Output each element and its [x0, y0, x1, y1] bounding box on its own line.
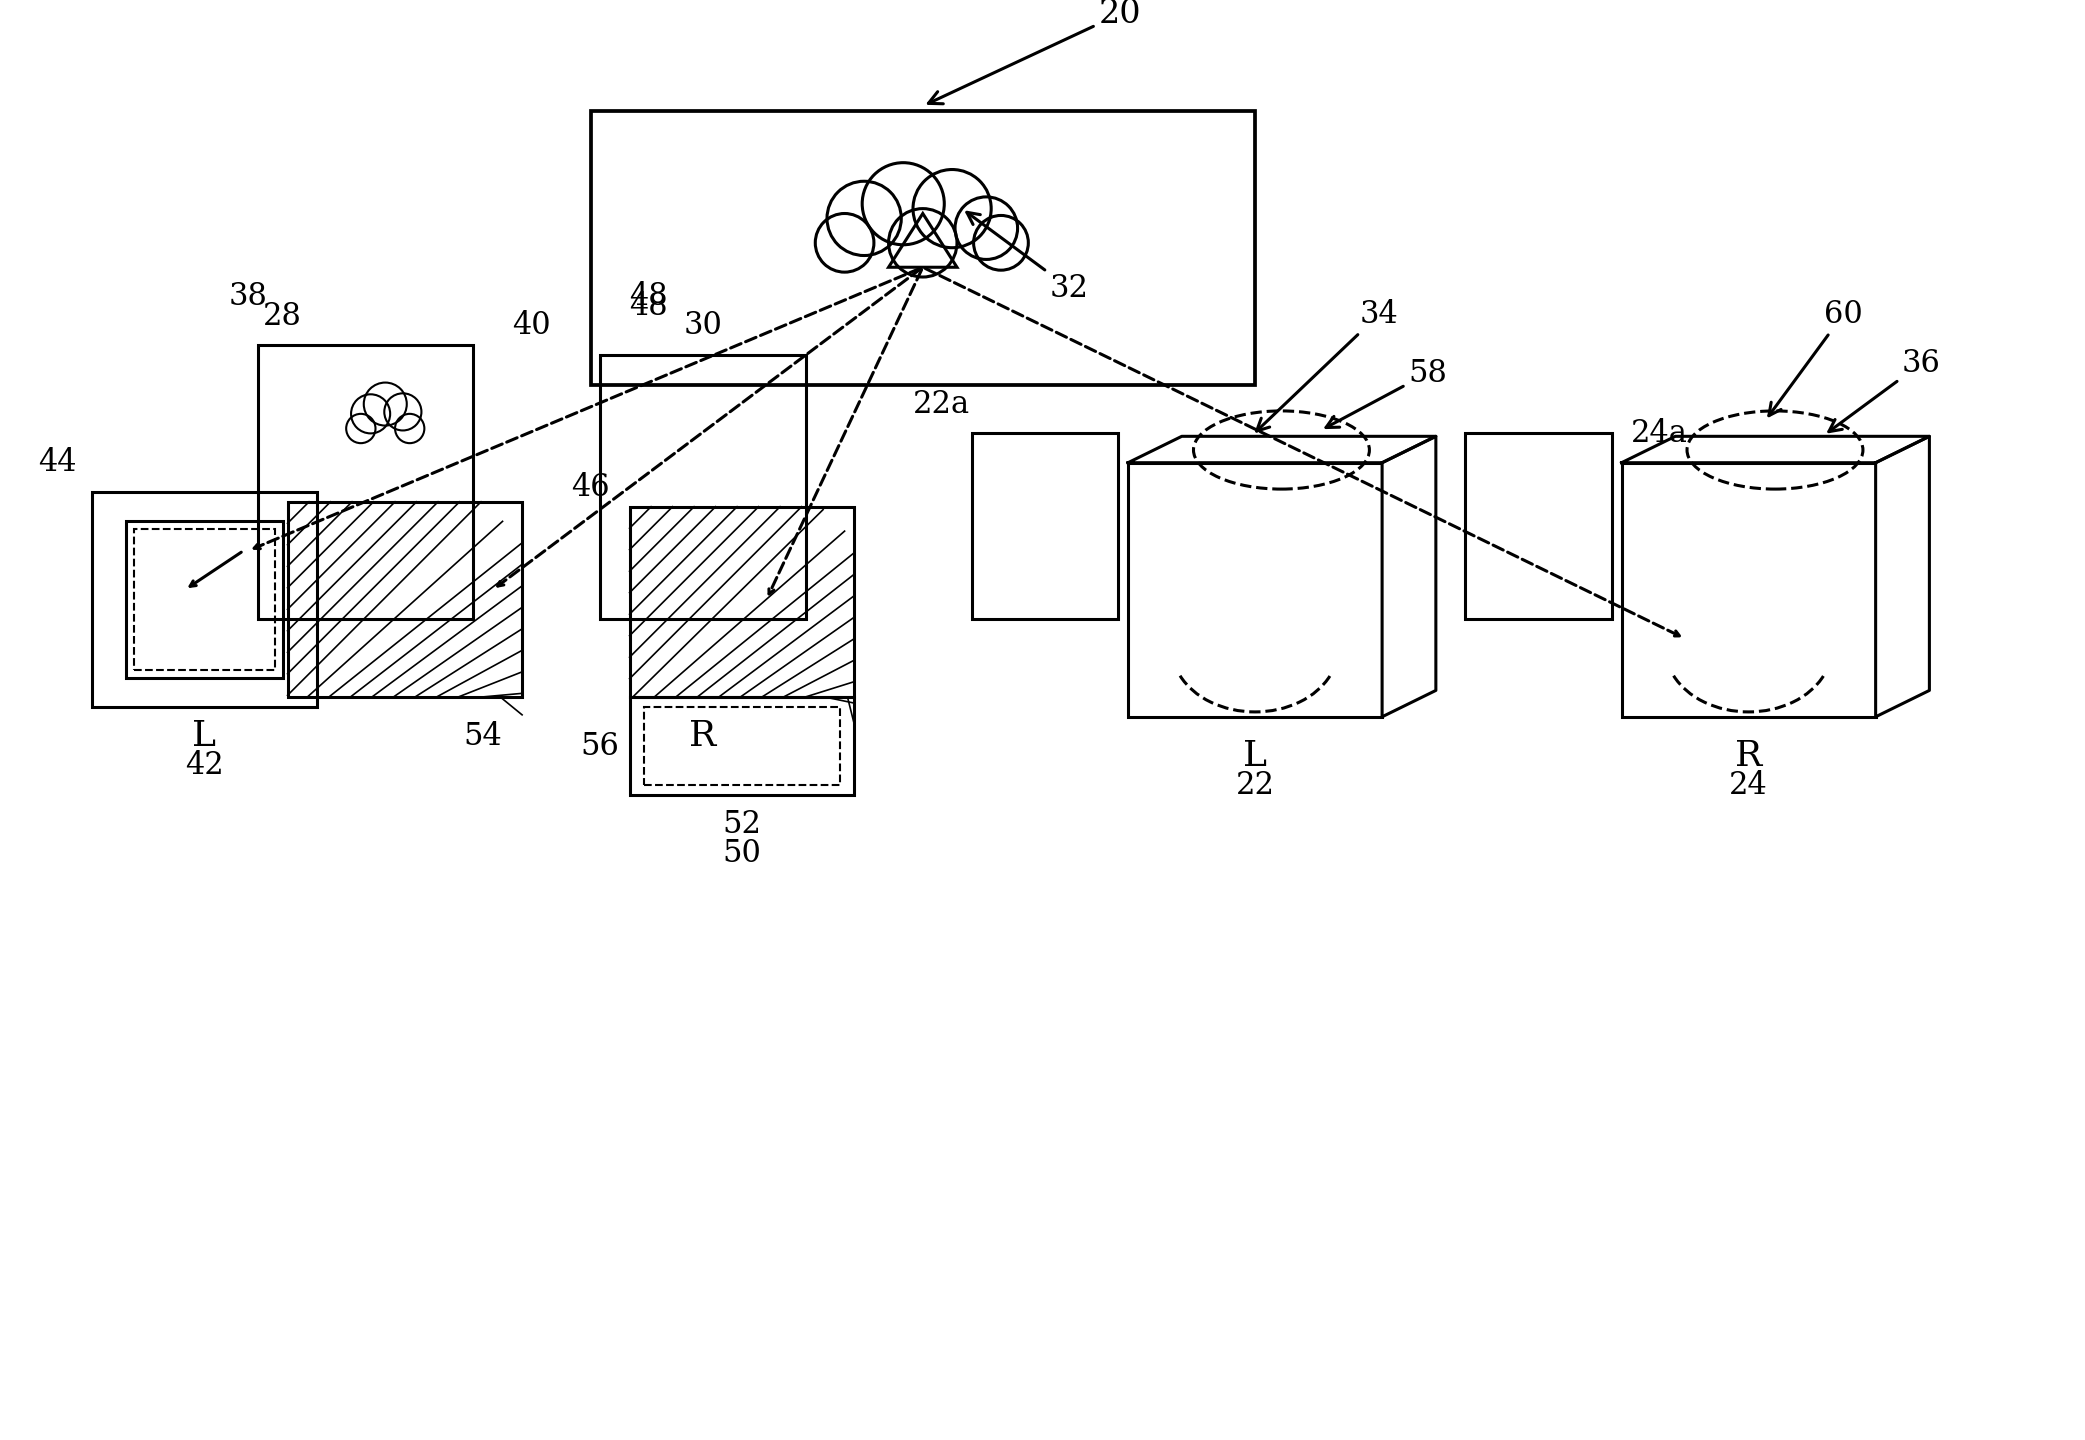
Bar — [127, 521, 284, 678]
Text: 48: 48 — [630, 291, 667, 323]
Text: 30: 30 — [684, 311, 721, 341]
Circle shape — [828, 181, 901, 255]
Text: 24a: 24a — [1630, 418, 1689, 449]
Bar — [259, 346, 473, 619]
Text: 32: 32 — [967, 212, 1088, 304]
Polygon shape — [1622, 436, 1929, 462]
Text: 38: 38 — [229, 281, 267, 312]
Circle shape — [394, 413, 425, 444]
Circle shape — [974, 216, 1028, 271]
Polygon shape — [1876, 436, 1929, 717]
Bar — [1128, 462, 1382, 717]
Text: R: R — [1735, 739, 1762, 773]
Text: 60: 60 — [1768, 300, 1862, 416]
Text: 36: 36 — [1829, 348, 1941, 432]
Circle shape — [815, 213, 874, 272]
Bar — [600, 356, 805, 619]
Text: 50: 50 — [723, 838, 761, 870]
Polygon shape — [1382, 436, 1437, 717]
Text: 40: 40 — [513, 311, 550, 341]
Text: 34: 34 — [1257, 300, 1399, 431]
Text: 48: 48 — [630, 281, 667, 312]
Circle shape — [363, 383, 407, 426]
Text: 52: 52 — [723, 809, 761, 840]
Circle shape — [955, 197, 1017, 259]
Bar — [133, 528, 275, 670]
Text: L: L — [1243, 739, 1268, 773]
Circle shape — [346, 413, 375, 444]
Bar — [630, 507, 855, 697]
Bar — [644, 707, 840, 785]
Text: R: R — [690, 720, 717, 753]
Circle shape — [384, 393, 421, 431]
Text: 56: 56 — [582, 730, 619, 762]
Text: 20: 20 — [928, 0, 1140, 104]
Circle shape — [888, 209, 957, 276]
Text: 46: 46 — [571, 472, 609, 503]
Bar — [288, 501, 521, 697]
Circle shape — [350, 395, 390, 433]
Bar — [590, 111, 1255, 384]
Text: 58: 58 — [1326, 357, 1447, 428]
Text: 42: 42 — [186, 750, 223, 780]
Text: 54: 54 — [463, 721, 502, 752]
Bar — [1466, 433, 1612, 619]
Text: 28: 28 — [263, 301, 302, 331]
Text: 22a: 22a — [913, 389, 970, 419]
Circle shape — [913, 170, 990, 248]
Text: L: L — [192, 720, 217, 753]
Polygon shape — [1128, 436, 1437, 462]
Text: 22: 22 — [1236, 770, 1274, 801]
Circle shape — [863, 163, 945, 245]
Bar — [1622, 462, 1876, 717]
Text: 24: 24 — [1728, 770, 1768, 801]
Bar — [92, 492, 317, 707]
Bar — [972, 433, 1118, 619]
Text: 44: 44 — [38, 448, 77, 478]
Bar — [630, 697, 855, 795]
